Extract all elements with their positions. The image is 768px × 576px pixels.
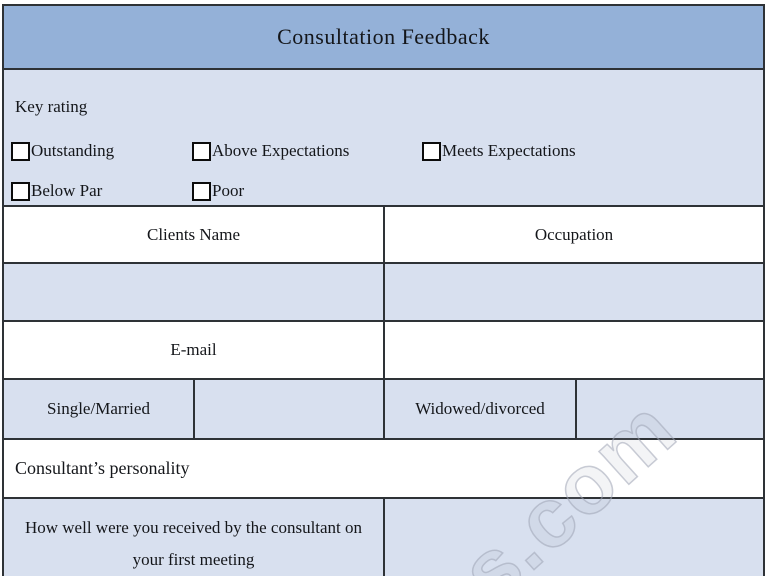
key-rating-label: Key rating (15, 97, 88, 116)
clients-name-header: Clients Name (4, 207, 385, 262)
consultant-personality-label: Consultant’s personality (15, 458, 190, 478)
occupation-input[interactable] (385, 264, 763, 320)
checkbox-icon[interactable] (11, 181, 30, 201)
header-row: Clients Name Occupation (4, 207, 763, 264)
single-married-header: Single/Married (4, 380, 195, 438)
option-label: Outstanding (31, 141, 115, 160)
email-label: E-mail (170, 340, 217, 359)
widowed-divorced-input[interactable] (577, 380, 763, 438)
email-input[interactable] (385, 322, 763, 378)
occupation-header: Occupation (385, 207, 763, 262)
option-outstanding[interactable]: Outstanding (11, 141, 114, 161)
first-meeting-question: How well were you received by the consul… (4, 499, 385, 576)
option-label: Poor (212, 181, 245, 200)
option-above-expectations[interactable]: Above Expectations (192, 141, 349, 161)
occupation-label: Occupation (534, 224, 614, 244)
option-meets-expectations[interactable]: Meets Expectations (422, 141, 576, 161)
option-poor[interactable]: Poor (192, 181, 244, 201)
single-married-label: Single/Married (47, 399, 150, 418)
clients-name-input[interactable] (4, 264, 385, 320)
option-label: Meets Expectations (442, 141, 576, 160)
option-label: Below Par (31, 181, 103, 200)
key-rating-section: Key rating Outstanding Above Expectation… (4, 70, 763, 207)
marital-status-row: Single/Married Widowed/divorced (4, 380, 763, 440)
form-header: Consultation Feedback (4, 6, 763, 70)
name-occupation-input-row (4, 264, 763, 322)
widowed-divorced-header: Widowed/divorced (385, 380, 577, 438)
option-label: Above Expectations (212, 141, 350, 160)
consultation-feedback-form: Consultation Feedback Key rating Outstan… (2, 4, 765, 576)
first-meeting-label: How well were you received by the consul… (24, 518, 363, 569)
option-below-par[interactable]: Below Par (11, 181, 102, 201)
checkbox-icon[interactable] (422, 141, 441, 161)
widowed-divorced-label: Widowed/divorced (415, 399, 545, 418)
consultant-personality-row: Consultant’s personality (4, 440, 763, 499)
checkbox-icon[interactable] (11, 141, 30, 161)
first-meeting-row: How well were you received by the consul… (4, 499, 763, 576)
single-married-input[interactable] (195, 380, 385, 438)
clients-name-label: Clients Name (146, 224, 240, 244)
email-header: E-mail (4, 322, 385, 378)
consultant-personality-header: Consultant’s personality (4, 440, 763, 497)
checkbox-icon[interactable] (192, 181, 211, 201)
checkbox-icon[interactable] (192, 141, 211, 161)
form-title: Consultation Feedback (277, 24, 490, 49)
email-row: E-mail (4, 322, 763, 380)
first-meeting-input[interactable] (385, 499, 763, 576)
